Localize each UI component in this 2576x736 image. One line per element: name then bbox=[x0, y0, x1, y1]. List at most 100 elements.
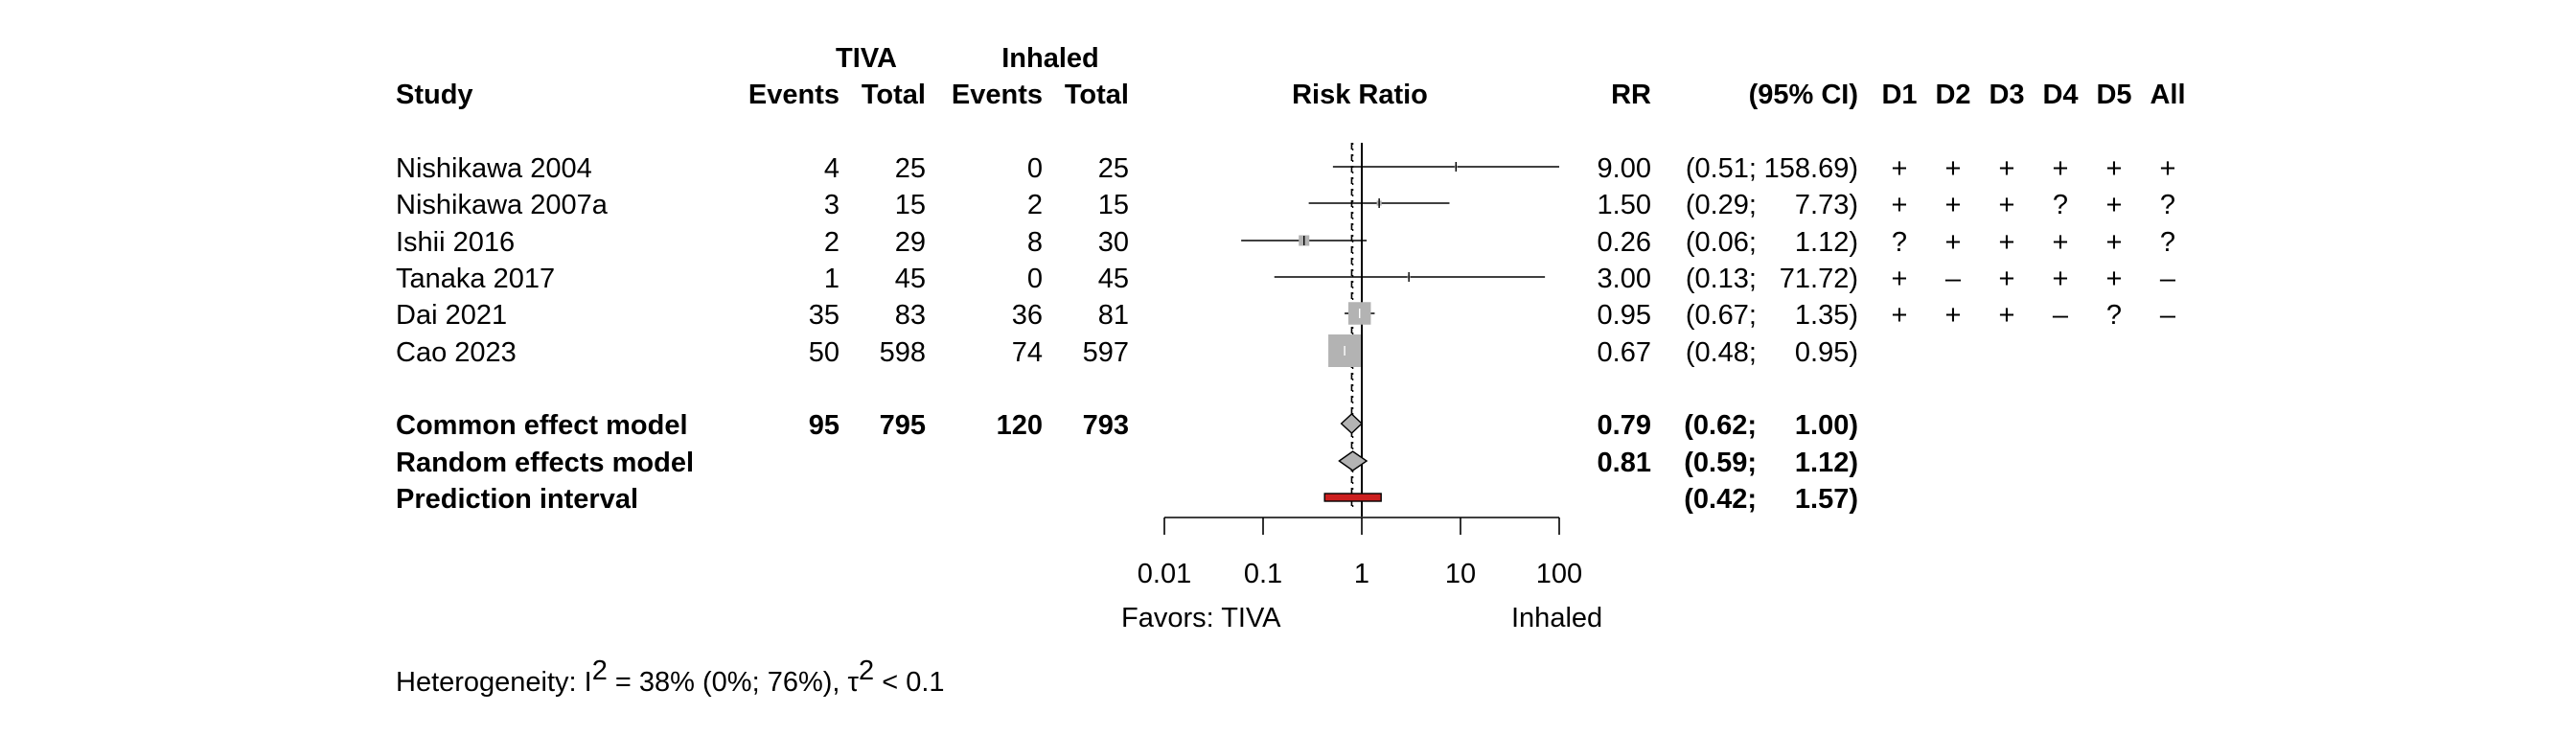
risk-of-bias-judgement: + bbox=[1999, 300, 2015, 331]
risk-of-bias-judgement: + bbox=[1892, 300, 1908, 331]
study-ci-upper: 7.73) bbox=[1795, 190, 1858, 220]
tau-squared-symbol: τ bbox=[848, 667, 860, 698]
group2-header: Inhaled bbox=[1001, 43, 1099, 74]
risk-of-bias-judgement: + bbox=[2106, 264, 2123, 294]
study-events2: 8 bbox=[1027, 227, 1043, 258]
study-ci-lower: (0.13; bbox=[1686, 264, 1757, 294]
prediction-interval-bar bbox=[1323, 493, 1382, 502]
study-events1: 4 bbox=[824, 153, 840, 184]
study-total2: 597 bbox=[1083, 337, 1129, 368]
random-effects-row: Random effects model 0.81 (0.59; 1.12) bbox=[396, 448, 1858, 478]
study-total1: 83 bbox=[895, 300, 926, 331]
study-name: Nishikawa 2004 bbox=[396, 153, 592, 184]
study-ci-lower: (0.06; bbox=[1686, 227, 1757, 258]
study-total2: 81 bbox=[1098, 300, 1129, 331]
study-events2: 74 bbox=[1012, 337, 1043, 368]
rr-column-header: RR bbox=[1611, 80, 1651, 110]
study-ci-upper: 1.35) bbox=[1795, 300, 1858, 331]
study-name: Cao 2023 bbox=[396, 337, 517, 368]
study-rr: 9.00 bbox=[1598, 153, 1651, 184]
d5-column-header: D5 bbox=[2096, 80, 2131, 110]
risk-of-bias-judgement: + bbox=[1999, 264, 2015, 294]
study-events2: 0 bbox=[1027, 153, 1043, 184]
risk-of-bias-judgement: + bbox=[1892, 153, 1908, 184]
risk-of-bias-judgement: ? bbox=[2106, 300, 2122, 331]
study-rows: Nishikawa 2004 4 2 5 0 25 9.00 (0.51; 158.69) + + +… bbox=[396, 153, 2176, 368]
common-total2: 793 bbox=[1083, 410, 1129, 441]
risk-of-bias-judgement: – bbox=[2053, 300, 2069, 331]
study-name: Ishii 2016 bbox=[396, 227, 515, 258]
study-ci-upper: 158.69) bbox=[1764, 153, 1858, 184]
effect-column-header: Risk Ratio bbox=[1292, 80, 1428, 110]
prediction-interval-row: Prediction interval (0.42; 1.57) bbox=[396, 484, 1858, 515]
study-row: Dai 2021 35 83 36 81 0.95 (0.67; 1.35) + + + –? – bbox=[396, 300, 2176, 331]
risk-of-bias-judgement: ? bbox=[2160, 190, 2175, 220]
risk-of-bias-judgement: + bbox=[2106, 227, 2123, 258]
i-squared-symbol: I bbox=[585, 667, 592, 698]
study-column-header: Study bbox=[396, 80, 473, 110]
x-axis-tick-label: 0.01 bbox=[1138, 559, 1191, 589]
x-axis-tick-label: 100 bbox=[1536, 559, 1582, 589]
common-events2: 120 bbox=[997, 410, 1043, 441]
plot-marks bbox=[1241, 162, 1559, 502]
common-events1: 95 bbox=[809, 410, 840, 441]
risk-of-bias-judgement: + bbox=[2053, 153, 2069, 184]
study-events2: 36 bbox=[1012, 300, 1043, 331]
x-axis-tick-label: 10 bbox=[1445, 559, 1476, 589]
risk-of-bias-judgement: ? bbox=[2053, 190, 2068, 220]
study-ci-lower: (0.67; bbox=[1686, 300, 1757, 331]
risk-of-bias-judgement: + bbox=[1945, 227, 1962, 258]
study-rr: 0.26 bbox=[1598, 227, 1651, 258]
study-total1: 25 bbox=[895, 153, 926, 184]
study-total2: 45 bbox=[1098, 264, 1129, 294]
study-events1: 50 bbox=[809, 337, 840, 368]
risk-of-bias-judgement: + bbox=[2106, 153, 2123, 184]
risk-of-bias-judgement: + bbox=[2106, 190, 2123, 220]
study-rr: 0.95 bbox=[1598, 300, 1651, 331]
study-row: Nishikawa 2004 4 25 0 25 9.00 (0.51; 158.69) + + +… bbox=[396, 153, 2175, 184]
common-total1: 795 bbox=[880, 410, 926, 441]
risk-of-bias-judgement: – bbox=[1945, 264, 1962, 294]
events2-column-header: Events bbox=[952, 80, 1043, 110]
study-ci-upper: 0.95) bbox=[1795, 337, 1858, 368]
study-row: Ishii 2016 2 29 8 30 0.26 (0.06; 1.12)? + + + +? bbox=[396, 227, 2175, 258]
all-column-header: All bbox=[2150, 80, 2185, 110]
study-ci-upper: 71.72) bbox=[1780, 264, 1858, 294]
random-ci-upper: 1.12) bbox=[1795, 448, 1858, 478]
favors-left-label: Favors: TIVA bbox=[1121, 603, 1281, 633]
risk-of-bias-judgement: + bbox=[1999, 190, 2015, 220]
header: TIVA Inhaled Study Events Total Events T… bbox=[396, 43, 2186, 110]
d3-column-header: D3 bbox=[1989, 80, 2024, 110]
study-name: Nishikawa 2007a bbox=[396, 190, 609, 220]
common-effect-row: Common effect model 95 795 120 793 0.79 … bbox=[396, 410, 1858, 441]
study-events1: 2 bbox=[824, 227, 840, 258]
x-axis-tick-label: 0.1 bbox=[1244, 559, 1282, 589]
prediction-ci-lower: (0.42; bbox=[1684, 484, 1757, 515]
study-row: Nishikawa 2007a 3 15 2 15 1.50 (0.29; 7.73) + + +?… bbox=[396, 190, 2175, 220]
total1-column-header: Total bbox=[862, 80, 926, 110]
plot-reference-lines bbox=[1350, 143, 1363, 517]
events1-column-header: Events bbox=[748, 80, 840, 110]
study-total1: 29 bbox=[895, 227, 926, 258]
study-row: Cao 2023 50 598 74 597 0.67 (0.48; 0.95) bbox=[396, 337, 1858, 368]
study-ci-lower: (0.51; bbox=[1686, 153, 1757, 184]
risk-of-bias-judgement: + bbox=[1892, 190, 1908, 220]
risk-of-bias-judgement: + bbox=[1945, 190, 1962, 220]
total2-column-header: Total bbox=[1065, 80, 1129, 110]
study-rr: 0.67 bbox=[1598, 337, 1651, 368]
random-ci-lower: (0.59; bbox=[1684, 448, 1757, 478]
study-row: Tanaka 2017 1 45 0 45 3.00 (0.13; 71.72) + – + + + – bbox=[396, 264, 2176, 294]
study-total1: 45 bbox=[895, 264, 926, 294]
common-ci-lower: (0.62; bbox=[1684, 410, 1757, 441]
risk-of-bias-judgement: + bbox=[2053, 264, 2069, 294]
risk-of-bias-judgement: + bbox=[1999, 227, 2015, 258]
risk-of-bias-judgement: – bbox=[2160, 300, 2176, 331]
common-effect-label: Common effect model bbox=[396, 410, 688, 441]
study-name: Dai 2021 bbox=[396, 300, 507, 331]
study-name: Tanaka 2017 bbox=[396, 264, 555, 294]
risk-of-bias-judgement: ? bbox=[1892, 227, 1907, 258]
random-effects-label: Random effects model bbox=[396, 448, 694, 478]
i-squared-value: = 38% (0%; 76%), bbox=[608, 667, 848, 698]
risk-of-bias-judgement: – bbox=[2160, 264, 2176, 294]
